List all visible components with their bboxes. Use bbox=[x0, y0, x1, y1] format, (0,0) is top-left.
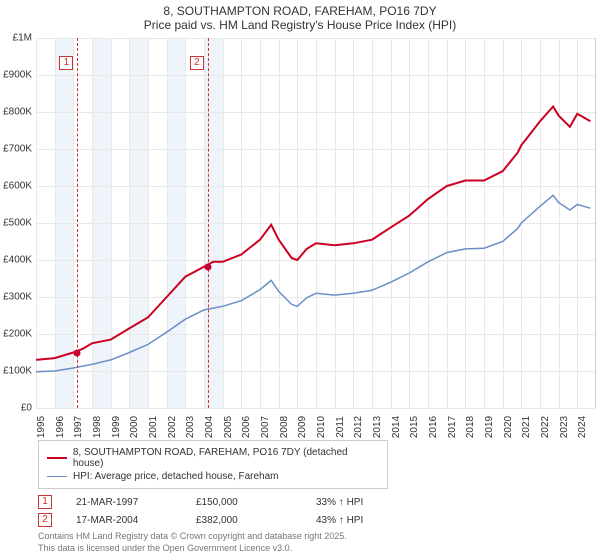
x-axis-label: 2007 bbox=[260, 416, 271, 438]
x-axis-label: 2003 bbox=[185, 416, 196, 438]
y-axis-label: £200K bbox=[3, 329, 32, 340]
x-axis-label: 1999 bbox=[111, 416, 122, 438]
marker-box-1: 1 bbox=[59, 56, 73, 70]
sales-price-2: £382,000 bbox=[196, 515, 316, 526]
x-axis-label: 2015 bbox=[409, 416, 420, 438]
legend-row-price: 8, SOUTHAMPTON ROAD, FAREHAM, PO16 7DY (… bbox=[47, 447, 379, 469]
x-axis-label: 2021 bbox=[521, 416, 532, 438]
x-axis-label: 2009 bbox=[297, 416, 308, 438]
legend-row-hpi: HPI: Average price, detached house, Fare… bbox=[47, 471, 379, 482]
series-price_paid bbox=[36, 107, 590, 360]
x-axis-label: 2022 bbox=[540, 416, 551, 438]
x-axis-label: 2012 bbox=[353, 416, 364, 438]
sales-table: 1 21-MAR-1997 £150,000 33% ↑ HPI 2 17-MA… bbox=[38, 495, 592, 527]
chart-lines bbox=[36, 38, 596, 408]
y-axis-label: £300K bbox=[3, 292, 32, 303]
marker-dot-1 bbox=[74, 349, 81, 356]
x-axis-label: 2010 bbox=[316, 416, 327, 438]
y-axis-label: £500K bbox=[3, 218, 32, 229]
footer-line1: Contains HM Land Registry data © Crown c… bbox=[38, 531, 592, 543]
y-axis-label: £900K bbox=[3, 70, 32, 81]
x-axis-label: 2018 bbox=[465, 416, 476, 438]
x-axis-label: 2008 bbox=[279, 416, 290, 438]
sales-delta-1: 33% ↑ HPI bbox=[316, 497, 436, 508]
y-axis-label: £400K bbox=[3, 255, 32, 266]
x-axis-label: 2019 bbox=[484, 416, 495, 438]
y-axis-label: £100K bbox=[3, 366, 32, 377]
sales-row-1: 1 21-MAR-1997 £150,000 33% ↑ HPI bbox=[38, 495, 592, 509]
series-hpi bbox=[36, 195, 590, 371]
title-address: 8, SOUTHAMPTON ROAD, FAREHAM, PO16 7DY bbox=[8, 4, 592, 18]
footer-line2: This data is licensed under the Open Gov… bbox=[38, 543, 592, 555]
x-axis-label: 1998 bbox=[92, 416, 103, 438]
y-axis-label: £600K bbox=[3, 181, 32, 192]
x-axis-label: 1997 bbox=[73, 416, 84, 438]
sales-delta-2: 43% ↑ HPI bbox=[316, 515, 436, 526]
sales-marker-1: 1 bbox=[38, 495, 52, 509]
marker-box-2: 2 bbox=[190, 56, 204, 70]
sales-marker-2: 2 bbox=[38, 513, 52, 527]
legend-swatch-hpi bbox=[47, 476, 67, 478]
legend-label-price: 8, SOUTHAMPTON ROAD, FAREHAM, PO16 7DY (… bbox=[73, 447, 379, 469]
legend: 8, SOUTHAMPTON ROAD, FAREHAM, PO16 7DY (… bbox=[38, 440, 388, 489]
x-axis-label: 2020 bbox=[503, 416, 514, 438]
sales-price-1: £150,000 bbox=[196, 497, 316, 508]
y-axis-label: £1M bbox=[13, 33, 32, 44]
footer-attribution: Contains HM Land Registry data © Crown c… bbox=[38, 531, 592, 554]
marker-line-2 bbox=[208, 38, 209, 408]
x-axis-label: 2001 bbox=[148, 416, 159, 438]
x-axis-label: 2004 bbox=[204, 416, 215, 438]
x-axis-label: 2014 bbox=[391, 416, 402, 438]
x-axis-label: 2002 bbox=[167, 416, 178, 438]
x-axis-label: 2023 bbox=[559, 416, 570, 438]
x-axis-label: 2016 bbox=[428, 416, 439, 438]
sales-date-2: 17-MAR-2004 bbox=[76, 515, 196, 526]
x-axis-label: 1995 bbox=[36, 416, 47, 438]
legend-label-hpi: HPI: Average price, detached house, Fare… bbox=[73, 471, 279, 482]
x-axis-label: 1996 bbox=[55, 416, 66, 438]
marker-dot-2 bbox=[204, 263, 211, 270]
x-axis-label: 2024 bbox=[577, 416, 588, 438]
title-subtitle: Price paid vs. HM Land Registry's House … bbox=[8, 18, 592, 32]
x-axis-label: 2006 bbox=[241, 416, 252, 438]
sales-date-1: 21-MAR-1997 bbox=[76, 497, 196, 508]
x-axis-label: 2005 bbox=[223, 416, 234, 438]
y-axis-label: £700K bbox=[3, 144, 32, 155]
x-axis-label: 2011 bbox=[335, 416, 346, 438]
sales-row-2: 2 17-MAR-2004 £382,000 43% ↑ HPI bbox=[38, 513, 592, 527]
chart-plot-area: 12 £0£100K£200K£300K£400K£500K£600K£700K… bbox=[36, 38, 596, 408]
y-axis-label: £800K bbox=[3, 107, 32, 118]
x-axis-label: 2017 bbox=[447, 416, 458, 438]
legend-swatch-price bbox=[47, 457, 67, 459]
x-axis-label: 2013 bbox=[372, 416, 383, 438]
y-axis-label: £0 bbox=[21, 403, 32, 414]
x-axis-label: 2000 bbox=[129, 416, 140, 438]
